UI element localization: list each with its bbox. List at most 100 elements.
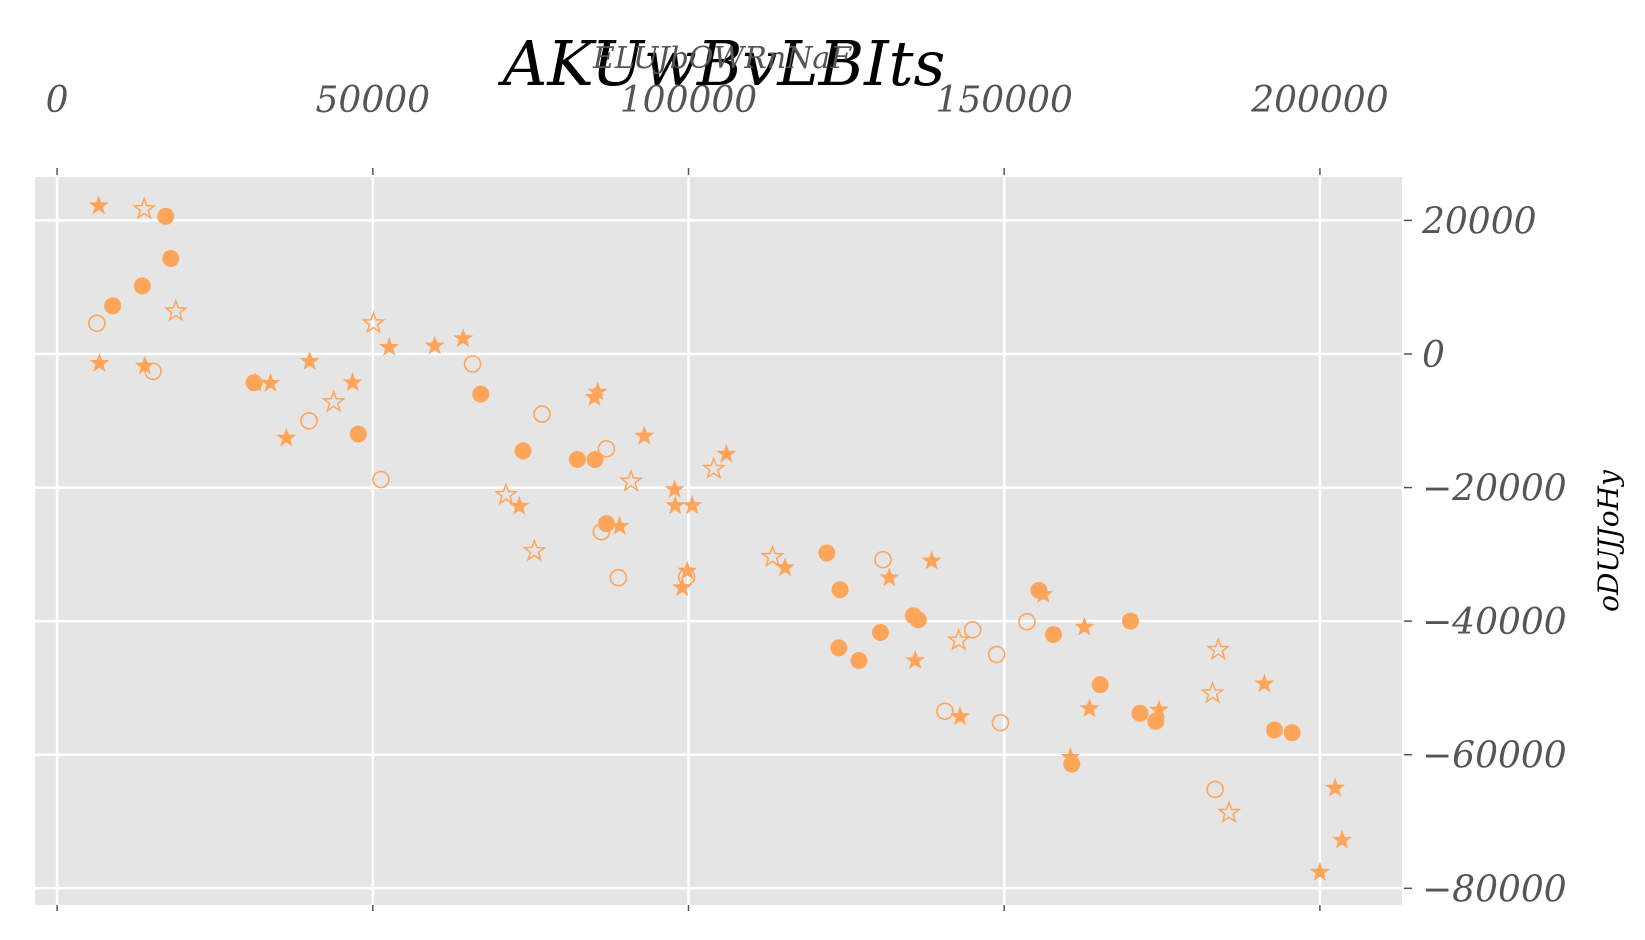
filled-star-point — [905, 650, 926, 670]
chart-title: AKUwBvLBIts — [498, 27, 946, 100]
open-star-point — [618, 468, 644, 492]
open-star-point — [321, 389, 346, 413]
filled-star-point — [1033, 583, 1054, 603]
filled-star-point — [879, 567, 900, 587]
open-star-point — [946, 627, 971, 651]
filled-circle-point — [349, 425, 367, 443]
open-circle-point — [609, 568, 628, 587]
filled-star-point — [342, 372, 363, 392]
x-tick-label: 200000 — [1250, 80, 1388, 121]
tick-labels: 0 50000 100000 150000 200000200000−20000−400… — [46, 80, 1567, 910]
x-tick-label: 150000 — [935, 80, 1072, 121]
open-circle-point — [1018, 613, 1036, 631]
filled-star-point — [609, 515, 630, 535]
data-points — [88, 195, 1352, 881]
filled-star-point — [775, 557, 796, 577]
filled-circle-point — [909, 611, 927, 629]
filled-circle-point — [850, 652, 868, 670]
filled-star-point — [1079, 698, 1100, 718]
open-star-point — [701, 456, 726, 480]
open-star-point — [1200, 680, 1225, 704]
filled-star-point — [587, 381, 608, 401]
filled-circle-point — [831, 581, 849, 599]
open-star-point — [361, 310, 386, 334]
filled-star-point — [672, 577, 693, 597]
filled-circle-point — [1131, 704, 1149, 722]
plot-background — [35, 177, 1402, 905]
filled-circle-point — [514, 442, 532, 460]
filled-star-point — [1254, 673, 1275, 693]
open-star-point — [760, 544, 785, 568]
open-star-point — [493, 482, 519, 506]
open-circle-point — [592, 522, 611, 541]
filled-circle-point — [830, 639, 848, 657]
filled-circle-point — [133, 277, 151, 295]
filled-circle-point — [568, 451, 586, 469]
filled-circle-point — [162, 249, 180, 267]
y-tick-label: −80000 — [1422, 869, 1567, 910]
x-tick-label: 50000 — [316, 80, 431, 121]
filled-star-point — [921, 550, 942, 570]
filled-star-point — [509, 495, 530, 515]
filled-star-point — [379, 336, 400, 356]
filled-star-point — [260, 372, 281, 392]
filled-star-point — [682, 495, 703, 515]
gridlines — [35, 177, 1402, 905]
filled-star-point — [89, 352, 110, 372]
filled-circle-point — [1121, 612, 1139, 630]
filled-star-point — [634, 425, 655, 445]
filled-star-point — [245, 372, 266, 392]
x-tick-label: 0 — [46, 80, 69, 121]
filled-circle-point — [1283, 724, 1301, 742]
filled-star-point — [1060, 746, 1081, 766]
filled-circle-point — [1044, 626, 1062, 644]
filled-star-point — [1074, 616, 1095, 636]
open-circle-point — [300, 411, 318, 430]
filled-star-point — [950, 706, 970, 726]
open-circle-point — [936, 702, 954, 721]
y-tick-label: −20000 — [1422, 469, 1567, 510]
y-tick-label: 0 — [1422, 335, 1445, 376]
filled-circle-point — [104, 297, 122, 315]
filled-star-point — [665, 495, 686, 515]
axis-ticks — [56, 168, 1412, 911]
filled-circle-point — [1147, 712, 1165, 730]
open-star-point — [132, 196, 157, 220]
filled-star-point — [424, 335, 445, 355]
open-circle-point — [372, 470, 390, 489]
filled-star-point — [276, 427, 297, 447]
filled-star-point — [453, 328, 474, 348]
open-circle-point — [991, 713, 1010, 732]
filled-star-point — [1148, 699, 1169, 719]
filled-star-point — [716, 443, 737, 463]
filled-star-point — [299, 350, 320, 370]
filled-circle-point — [597, 515, 615, 533]
x-axis-label: ELUJbOWRnNaF — [592, 41, 852, 76]
filled-star-point — [88, 195, 109, 215]
open-circle-point — [88, 314, 106, 333]
filled-star-point — [664, 479, 685, 499]
filled-circle-point — [871, 624, 889, 642]
y-tick-label: −40000 — [1422, 602, 1567, 643]
open-circle-point — [963, 621, 982, 639]
y-axis-label: oDUJJoHy — [1592, 469, 1625, 612]
filled-star-point — [677, 560, 698, 580]
y-tick-label: −60000 — [1422, 736, 1567, 777]
filled-circle-point — [1091, 676, 1109, 694]
open-circle-point — [463, 355, 482, 373]
filled-circle-point — [1265, 721, 1283, 739]
y-tick-label: 20000 — [1421, 201, 1537, 242]
x-tick-label: 100000 — [620, 80, 757, 121]
filled-circle-point — [586, 451, 604, 469]
open-star-point — [163, 298, 188, 322]
open-circle-point — [987, 645, 1006, 664]
open-star-point — [1216, 800, 1242, 824]
filled-circle-point — [818, 544, 836, 562]
filled-star-point — [1309, 861, 1330, 881]
open-star-point — [1206, 637, 1231, 661]
filled-circle-point — [472, 385, 490, 403]
open-circle-point — [1206, 780, 1224, 799]
filled-star-point — [1332, 829, 1352, 849]
open-circle-point — [874, 550, 892, 569]
